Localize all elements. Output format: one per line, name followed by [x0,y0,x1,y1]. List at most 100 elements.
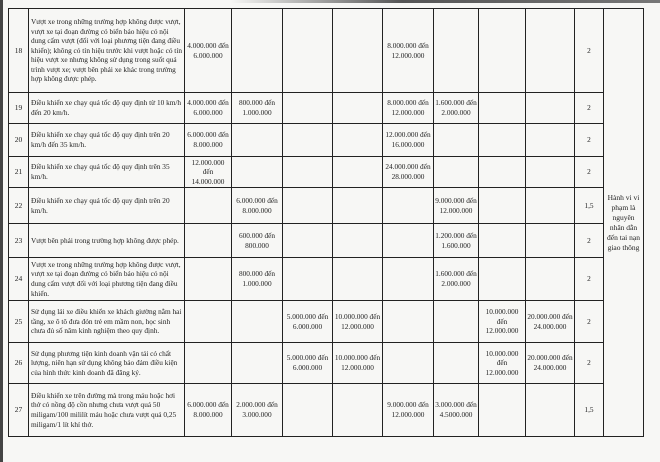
fine-cell [282,223,333,258]
fine-cell: 10.000.000 đến 12.000.000 [332,342,383,384]
scan-shadow [230,0,660,3]
fine-cell: 10.000.000 đến 12.000.000 [478,342,526,384]
table-row: 23 Vượt bên phải trong trường hợp không đ… [8,223,644,258]
fine-cell [332,156,383,188]
fine-cell [231,123,283,157]
fine-cell [382,187,434,224]
fine-cell [478,257,526,301]
fine-cell [332,8,383,93]
note-cell: Hành vi vi phạm là nguyên nhân dẫn đến t… [603,8,644,437]
fine-cell: 600.000 đến 800.000 [231,223,283,258]
violation-description: Điều khiển xe chạy quá tốc độ quy định t… [28,156,185,188]
fine-cell [478,187,526,224]
points-cell: 2 [574,156,604,188]
fine-cell [478,123,526,157]
fine-cell [282,187,333,224]
points-cell: 2 [574,123,604,157]
fine-cell [525,156,575,188]
table-row: 25 Sử dụng lái xe điều khiển xe khách giư… [8,300,644,343]
fine-cell [525,383,575,437]
fine-cell [525,123,575,157]
table-row: 24 Vượt xe trong những trường hợp không đ… [8,257,644,301]
violation-description: Sử dụng phương tiện kinh doanh vận tải c… [28,342,185,384]
fine-cell [332,123,383,157]
violation-description: Sử dụng lái xe điều khiển xe khách giườn… [28,300,185,343]
fine-cell: 9.000.000 đến 12.000.000 [382,383,434,437]
fine-cell [332,92,383,124]
fine-cell: 9.000.000 đến 12.000.000 [433,187,479,224]
fine-cell [433,8,479,93]
table-row: 22 Điều khiển xe chạy quá tốc độ quy định… [8,187,644,224]
points-cell: 2 [574,257,604,301]
fine-cell [525,92,575,124]
fine-cell: 800.000 đến 1.000.000 [231,92,283,124]
fine-cell [433,342,479,384]
fine-cell [478,8,526,93]
fine-cell [433,300,479,343]
row-number: 21 [8,156,29,188]
fine-cell [525,257,575,301]
fine-cell: 20.000.000 đến 24.000.000 [525,342,575,384]
fine-cell [231,156,283,188]
fine-cell [525,8,575,93]
fine-cell: 3.000.000 đến 4.5000.000 [433,383,479,437]
fine-cell [382,257,434,301]
table-row: 18 Vượt xe trong những trường hợp không đ… [8,8,644,437]
points-cell: 2 [574,300,604,343]
fine-cell: 5.000.000 đến 6.000.000 [282,342,333,384]
row-number: 19 [8,92,29,124]
fine-cell [282,8,333,93]
fine-cell [332,257,383,301]
fine-cell [184,257,232,301]
violation-description: Vượt bên phải trong trường hợp không đượ… [28,223,185,258]
fine-cell [282,123,333,157]
row-number: 27 [8,383,29,437]
violation-description: Điều khiển xe chạy quá tốc độ quy định t… [28,92,185,124]
fine-cell: 6.000.000 đến 8.000.000 [231,187,283,224]
fine-cell: 8.000.000 đến 12.000.000 [382,92,434,124]
fine-cell [525,187,575,224]
row-number: 22 [8,187,29,224]
violation-description: Vượt xe trong những trường hợp không đượ… [28,8,185,93]
table-row: 20 Điều khiển xe chạy quá tốc độ quy định… [8,123,644,157]
violation-description: Điều khiển xe chạy quá tốc độ quy định t… [28,187,185,224]
fine-cell [282,383,333,437]
fine-cell: 4.000.000 đến 6.000.000 [184,8,232,93]
fine-cell [184,342,232,384]
row-number: 24 [8,257,29,301]
fine-cell [382,342,434,384]
fine-cell: 1.600.000 đến 2.000.000 [433,92,479,124]
fine-cell [525,223,575,258]
points-cell: 2 [574,342,604,384]
points-cell: 2 [574,92,604,124]
row-number: 20 [8,123,29,157]
fine-cell [184,223,232,258]
fine-cell: 24.000.000 đến 28.000.000 [382,156,434,188]
table-row: 19 Điều khiển xe chạy quá tốc độ quy định… [8,92,644,124]
fine-cell [478,92,526,124]
table-row: 26 Sử dụng phương tiện kinh doanh vận tải… [8,342,644,384]
fine-cell [282,257,333,301]
fine-cell [478,156,526,188]
points-cell: 2 [574,223,604,258]
row-number: 18 [8,8,29,93]
points-cell: 1,5 [574,187,604,224]
fine-cell: 10.000.000 đến 12.000.000 [478,300,526,343]
fine-cell: 1.600.000 đến 2.000.000 [433,257,479,301]
penalty-table: 18 Vượt xe trong những trường hợp không đ… [8,8,644,437]
row-number: 26 [8,342,29,384]
fine-cell [382,223,434,258]
fine-cell [282,156,333,188]
fine-cell: 5.000.000 đến 6.000.000 [282,300,333,343]
fine-cell [184,300,232,343]
fine-cell: 8.000.000 đến 12.000.000 [382,8,434,93]
fine-cell: 20.000.000 đến 24.000.000 [525,300,575,343]
points-cell: 1,5 [574,383,604,437]
fine-cell [332,187,383,224]
fine-cell [433,156,479,188]
fine-cell: 12.000.000 đến 14.000.000 [184,156,232,188]
fine-cell: 2.000.000 đến 3.000.000 [231,383,283,437]
fine-cell: 6.000.000 đến 8.000.000 [184,383,232,437]
fine-cell [184,187,232,224]
violation-description: Điều khiển xe chạy quá tốc độ quy định t… [28,123,185,157]
